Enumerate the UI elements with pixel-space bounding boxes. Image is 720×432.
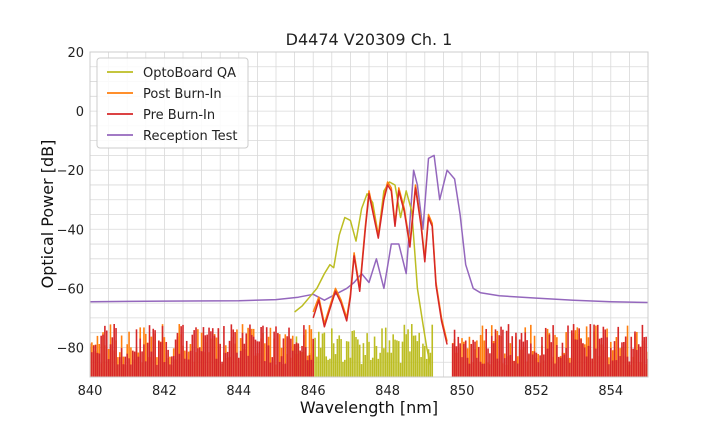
legend-label: Post Burn-In bbox=[143, 87, 222, 102]
x-tick-label: 854 bbox=[598, 384, 623, 399]
plot-frame bbox=[89, 51, 649, 378]
series-line bbox=[294, 181, 432, 366]
series-pre-burn-in bbox=[90, 184, 648, 377]
y-tick-label: −20 bbox=[57, 164, 84, 179]
x-axis-label: Wavelength [nm] bbox=[300, 398, 438, 417]
legend-label: Pre Burn-In bbox=[143, 108, 215, 123]
y-tick-label: −60 bbox=[57, 282, 84, 297]
y-tick-labels: 20 0 −20 −40 −60 −80 bbox=[57, 46, 84, 356]
series-layer bbox=[90, 154, 648, 377]
y-tick-label: 20 bbox=[67, 46, 84, 61]
x-tick-label: 840 bbox=[78, 384, 103, 399]
x-tick-label: 844 bbox=[226, 384, 251, 399]
y-axis-label: Optical Power [dB] bbox=[38, 140, 57, 289]
y-tick-label: −80 bbox=[57, 341, 84, 356]
y-tick-label: −40 bbox=[57, 223, 84, 238]
x-tick-label: 848 bbox=[375, 384, 400, 399]
x-tick-label: 842 bbox=[152, 384, 177, 399]
legend-label: Reception Test bbox=[143, 129, 237, 144]
legend-frame bbox=[96, 57, 249, 149]
legend-label: OptoBoard QA bbox=[143, 66, 236, 81]
x-tick-label: 846 bbox=[301, 384, 326, 399]
series-line bbox=[312, 184, 448, 345]
chart-title: D4474 V20309 Ch. 1 bbox=[286, 30, 453, 49]
x-tick-label: 850 bbox=[450, 384, 475, 399]
x-tick-label: 852 bbox=[524, 384, 549, 399]
legend: OptoBoard QA Post Burn-In Pre Burn-In Recep… bbox=[96, 57, 249, 149]
y-tick-label: 0 bbox=[76, 105, 84, 120]
x-tick-labels: 840 842 844 846 848 850 852 854 bbox=[78, 384, 624, 399]
